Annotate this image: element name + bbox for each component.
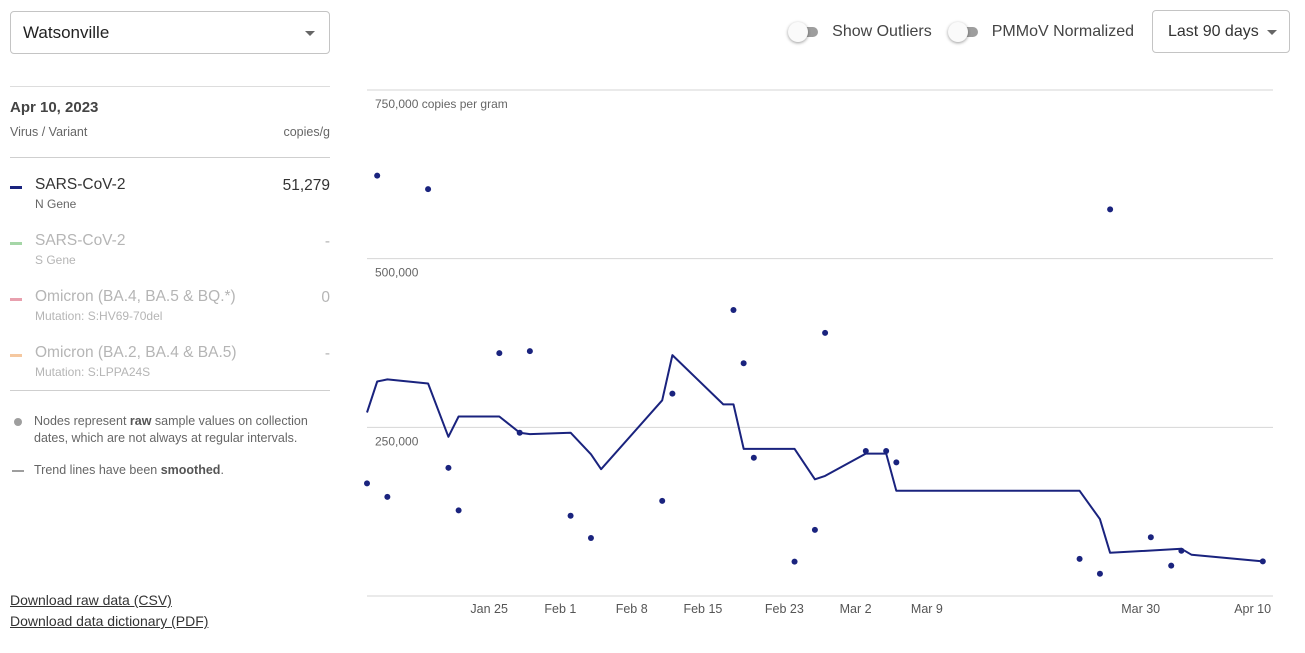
sample-point <box>455 507 462 514</box>
sample-point <box>374 172 381 179</box>
sample-point <box>1178 547 1185 554</box>
show-outliers-toggle[interactable]: Show Outliers <box>788 21 932 42</box>
series-subtitle: Mutation: S:HV69-70del <box>35 309 163 323</box>
sample-point <box>384 493 391 500</box>
series-subtitle: Mutation: S:LPPA24S <box>35 365 151 379</box>
x-tick-label: Mar 2 <box>840 602 872 616</box>
sample-point <box>669 390 676 397</box>
y-tick-label: 750,000 copies per gram <box>375 97 508 111</box>
location-select-value: Watsonville <box>23 22 110 42</box>
divider <box>10 86 330 87</box>
series-item-omicron-hv69[interactable]: Omicron (BA.4, BA.5 & BQ.*) Mutation: S:… <box>10 288 330 344</box>
sample-point <box>1259 558 1266 565</box>
pmmov-normalized-toggle[interactable]: PMMoV Normalized <box>947 21 1134 42</box>
x-tick-label: Mar 30 <box>1121 602 1160 616</box>
toggle-switch-icon[interactable] <box>788 21 820 42</box>
chart-toolbar: Show Outliers PMMoV Normalized Last 90 d… <box>788 10 1290 53</box>
series-item-sars-cov-2-n[interactable]: SARS-CoV-2 N Gene 51,279 <box>10 176 330 232</box>
nodes-note: Nodes represent raw sample values on col… <box>10 413 330 447</box>
sample-point <box>750 454 757 461</box>
node-dot-icon <box>14 418 22 426</box>
series-name: Omicron (BA.2, BA.4 & BA.5) <box>35 344 237 361</box>
y-tick-label: 250,000 <box>375 434 419 448</box>
location-select[interactable]: Watsonville <box>10 11 330 54</box>
pmmov-normalized-label: PMMoV Normalized <box>991 22 1134 40</box>
x-tick-label: Mar 9 <box>911 602 943 616</box>
sample-point <box>883 447 890 454</box>
sample-point <box>1107 206 1114 213</box>
panel-header: Virus / Variant copies/g <box>10 125 330 139</box>
series-swatch-icon <box>10 242 22 245</box>
chart-notes: Nodes represent raw sample values on col… <box>10 413 330 479</box>
sample-point <box>587 534 594 541</box>
virus-variant-header: Virus / Variant <box>10 125 88 139</box>
date-range-value: Last 90 days <box>1168 22 1259 40</box>
x-tick-label: Feb 23 <box>765 602 804 616</box>
series-list: SARS-CoV-2 N Gene 51,279 SARS-CoV-2 S Ge… <box>10 176 330 400</box>
series-swatch-icon <box>10 298 22 301</box>
download-csv-link[interactable]: Download raw data (CSV) <box>10 592 172 608</box>
selected-date: Apr 10, 2023 <box>10 99 99 116</box>
wastewater-chart[interactable]: 250,000 500,000 750,000 copies per gram Jan… <box>340 80 1290 630</box>
x-tick-label: Feb 8 <box>616 602 648 616</box>
sample-point <box>1168 562 1175 569</box>
sample-point <box>862 447 869 454</box>
sample-point <box>740 360 747 367</box>
sample-point <box>516 429 523 436</box>
divider <box>10 390 330 391</box>
y-tick-label: 500,000 <box>375 266 419 280</box>
data-panel: Apr 10, 2023 Virus / Variant copies/g SA… <box>10 86 330 494</box>
series-item-omicron-lppa24s[interactable]: Omicron (BA.2, BA.4 & BA.5) Mutation: S:… <box>10 344 330 400</box>
x-tick-label: Apr 10 <box>1234 602 1271 616</box>
trend-line-icon <box>12 470 24 472</box>
sample-point <box>445 464 452 471</box>
download-dictionary-link[interactable]: Download data dictionary (PDF) <box>10 613 209 629</box>
sample-point <box>364 480 370 487</box>
series-value: 0 <box>321 289 330 306</box>
sample-point <box>822 329 829 336</box>
series-subtitle: N Gene <box>35 197 77 211</box>
sample-point <box>1096 570 1103 577</box>
sample-point <box>496 350 503 357</box>
sample-point <box>567 512 574 519</box>
series-value: 51,279 <box>282 177 330 194</box>
chevron-down-icon <box>305 31 315 36</box>
sample-point <box>811 526 818 533</box>
series-subtitle: S Gene <box>35 253 76 267</box>
x-tick-label: Feb 15 <box>683 602 722 616</box>
sample-point <box>730 306 737 313</box>
x-tick-label: Feb 1 <box>544 602 576 616</box>
series-value: - <box>324 345 330 362</box>
sample-point <box>659 497 666 504</box>
downloads: Download raw data (CSV) Download data di… <box>10 590 208 632</box>
trend-note: Trend lines have been smoothed. <box>10 462 330 479</box>
divider <box>10 157 330 158</box>
series-name: SARS-CoV-2 <box>35 232 126 249</box>
series-item-sars-cov-2-s[interactable]: SARS-CoV-2 S Gene - <box>10 232 330 288</box>
sample-point <box>1147 534 1154 541</box>
x-tick-label: Jan 25 <box>470 602 508 616</box>
sample-point <box>526 348 533 355</box>
sample-point <box>425 186 432 193</box>
series-swatch-icon <box>10 354 22 357</box>
series-name: SARS-CoV-2 <box>35 176 126 193</box>
sample-point <box>893 459 900 466</box>
chevron-down-icon <box>1267 30 1277 35</box>
toggle-switch-icon[interactable] <box>947 21 980 42</box>
series-swatch-icon <box>10 186 22 189</box>
units-header: copies/g <box>283 125 330 139</box>
date-range-select[interactable]: Last 90 days <box>1152 10 1290 53</box>
trend-line <box>366 354 1263 563</box>
series-name: Omicron (BA.4, BA.5 & BQ.*) <box>35 288 236 305</box>
sample-point <box>1076 555 1083 562</box>
series-value: - <box>324 233 330 250</box>
show-outliers-label: Show Outliers <box>832 22 932 40</box>
sample-point <box>791 558 798 565</box>
